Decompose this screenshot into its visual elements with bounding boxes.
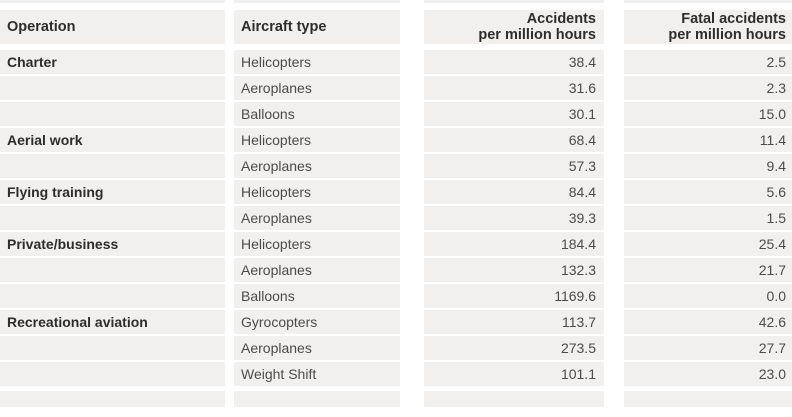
aircraft-type-cell: Helicopters — [234, 128, 400, 152]
aircraft-type-cell: Balloons — [234, 284, 400, 308]
accidents-cell: 132.3 — [424, 258, 604, 282]
aircraft-type-cell: Aeroplanes — [234, 206, 400, 230]
fatal-accidents-cell: 15.0 — [624, 102, 792, 126]
fatal-accidents-cell: 25.4 — [624, 232, 792, 256]
column-header-fatal-accidents: Fatal accidents per million hours — [624, 10, 792, 44]
fatal-accidents-cell: 1.5 — [624, 206, 792, 230]
column-header-label-line2: per million hours — [668, 27, 786, 43]
table-row: Recreational aviation Gyrocopters 113.7 42.… — [0, 310, 792, 334]
table-row: Flying training Helicopters 84.4 5.6 — [0, 180, 792, 204]
fatal-accidents-cell: 23.0 — [624, 362, 792, 386]
column-header-label-line1: Fatal accidents — [681, 11, 786, 27]
table-row: Weight Shift 101.1 23.0 — [0, 362, 792, 386]
fatal-accidents-cell: 42.6 — [624, 310, 792, 334]
table-row: Aeroplanes 132.3 21.7 — [0, 258, 792, 282]
fatal-accidents-cell: 5.6 — [624, 180, 792, 204]
table-row: Aeroplanes 31.6 2.3 — [0, 76, 792, 100]
statistics-table: Operation Aircraft type Accidents per mi… — [0, 0, 792, 407]
operation-cell: Charter — [0, 50, 225, 74]
empty-cell — [234, 391, 400, 407]
aircraft-type-cell: Aeroplanes — [234, 76, 400, 100]
column-header-label: Operation — [7, 19, 76, 35]
partial-cell — [0, 0, 225, 3]
operation-cell — [0, 284, 225, 308]
operation-cell — [0, 154, 225, 178]
column-header-accidents: Accidents per million hours — [424, 10, 604, 44]
empty-cell — [0, 391, 225, 407]
accidents-cell: 273.5 — [424, 336, 604, 360]
operation-cell: Aerial work — [0, 128, 225, 152]
table-row: Charter Helicopters 38.4 2.5 — [0, 50, 792, 74]
aircraft-type-cell: Aeroplanes — [234, 336, 400, 360]
fatal-accidents-cell: 2.3 — [624, 76, 792, 100]
aircraft-type-cell: Weight Shift — [234, 362, 400, 386]
accidents-cell: 101.1 — [424, 362, 604, 386]
table-row: Private/business Helicopters 184.4 25.4 — [0, 232, 792, 256]
accidents-cell: 38.4 — [424, 50, 604, 74]
partial-cell — [624, 0, 792, 3]
empty-row — [0, 391, 792, 407]
fatal-accidents-cell: 9.4 — [624, 154, 792, 178]
accidents-cell: 1169.6 — [424, 284, 604, 308]
aircraft-type-cell: Gyrocopters — [234, 310, 400, 334]
partial-cell — [424, 0, 604, 3]
operation-cell: Flying training — [0, 180, 225, 204]
accidents-cell: 31.6 — [424, 76, 604, 100]
operation-cell: Private/business — [0, 232, 225, 256]
column-header-label-line1: Accidents — [526, 11, 596, 27]
accidents-cell: 30.1 — [424, 102, 604, 126]
table-header-row: Operation Aircraft type Accidents per mi… — [0, 10, 792, 44]
accidents-cell: 113.7 — [424, 310, 604, 334]
column-header-aircraft-type: Aircraft type — [234, 10, 400, 44]
table-row: Aeroplanes 57.3 9.4 — [0, 154, 792, 178]
column-header-operation: Operation — [0, 10, 225, 44]
fatal-accidents-cell: 11.4 — [624, 128, 792, 152]
fatal-accidents-cell: 21.7 — [624, 258, 792, 282]
aircraft-type-cell: Aeroplanes — [234, 154, 400, 178]
aircraft-type-cell: Helicopters — [234, 50, 400, 74]
operation-cell — [0, 336, 225, 360]
aircraft-type-cell: Balloons — [234, 102, 400, 126]
aircraft-type-cell: Helicopters — [234, 232, 400, 256]
column-header-label: Aircraft type — [241, 19, 327, 35]
accidents-cell: 39.3 — [424, 206, 604, 230]
empty-cell — [624, 391, 792, 407]
operation-cell — [0, 102, 225, 126]
accidents-cell: 84.4 — [424, 180, 604, 204]
table-row: Aeroplanes 273.5 27.7 — [0, 336, 792, 360]
operation-cell — [0, 362, 225, 386]
operation-cell — [0, 76, 225, 100]
fatal-accidents-cell: 27.7 — [624, 336, 792, 360]
aircraft-type-cell: Helicopters — [234, 180, 400, 204]
aircraft-type-cell: Aeroplanes — [234, 258, 400, 282]
table-row: Aerial work Helicopters 68.4 11.4 — [0, 128, 792, 152]
operation-cell: Recreational aviation — [0, 310, 225, 334]
operation-cell — [0, 258, 225, 282]
table-row: Balloons 1169.6 0.0 — [0, 284, 792, 308]
accidents-cell: 68.4 — [424, 128, 604, 152]
accidents-cell: 57.3 — [424, 154, 604, 178]
table-body: Charter Helicopters 38.4 2.5 Aeroplanes 31.6 2… — [0, 50, 792, 386]
fatal-accidents-cell: 2.5 — [624, 50, 792, 74]
fatal-accidents-cell: 0.0 — [624, 284, 792, 308]
empty-cell — [424, 391, 604, 407]
table-row: Balloons 30.1 15.0 — [0, 102, 792, 126]
column-header-label-line2: per million hours — [478, 27, 596, 43]
top-partial-row — [0, 0, 792, 3]
table-row: Aeroplanes 39.3 1.5 — [0, 206, 792, 230]
partial-cell — [234, 0, 400, 3]
accidents-cell: 184.4 — [424, 232, 604, 256]
operation-cell — [0, 206, 225, 230]
